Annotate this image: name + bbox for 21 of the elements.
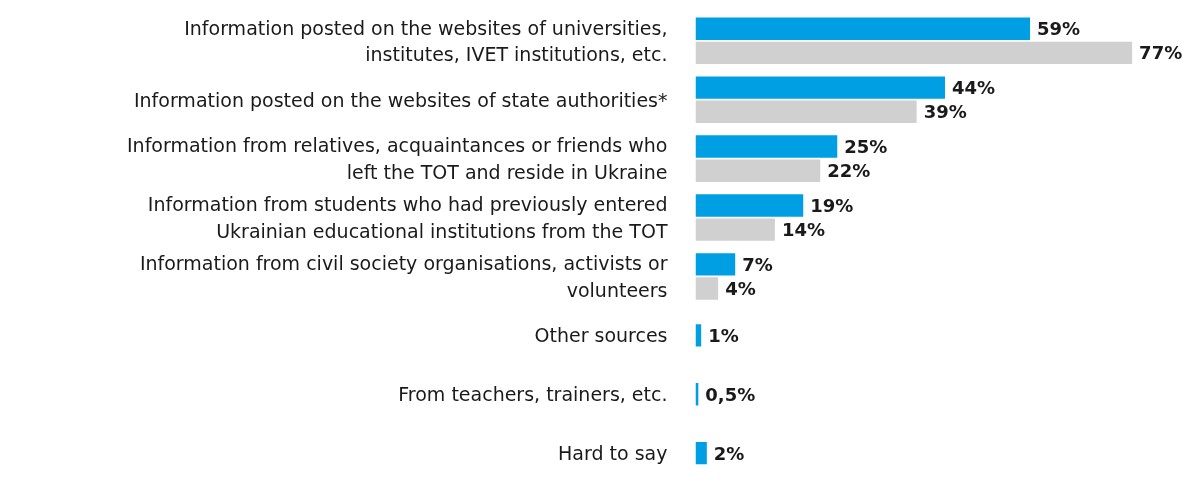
- data-label: 22%: [827, 160, 871, 182]
- data-label: 77%: [1139, 42, 1183, 64]
- data-label: 59%: [1037, 18, 1081, 40]
- data-label: 7%: [742, 253, 773, 275]
- y-tick-label: From teachers, trainers, etc.: [398, 383, 668, 406]
- y-tick-label: Information from civil society organisations, activists or volunteers: [139, 252, 668, 301]
- data-label: 1%: [708, 324, 739, 346]
- y-tick-label: Information from students who had previously entered Ukrainian educational institutions from the TOT: [147, 193, 668, 242]
- y-tick-label: Information posted on the websites of universities, institutes, IVET institutions, etc.: [184, 16, 668, 66]
- data-label: 39%: [923, 101, 967, 123]
- data-label: 25%: [844, 136, 888, 158]
- data-label: 2%: [713, 442, 745, 464]
- data-label: 4%: [725, 277, 756, 299]
- y-tick-label: Information from relatives, acquaintances or friends who left the TOT and reside in Ukraine: [127, 134, 668, 183]
- data-label: 44%: [951, 77, 996, 99]
- data-label: 14%: [781, 219, 825, 241]
- y-tick-label: Other sources: [534, 324, 668, 347]
- data-label: 0,5%: [705, 383, 756, 405]
- y-tick-label: Hard to say: [558, 442, 668, 465]
- y-tick-label: Information posted on the websites of state authorities*: [133, 88, 668, 111]
- data-label: 19%: [810, 194, 854, 216]
